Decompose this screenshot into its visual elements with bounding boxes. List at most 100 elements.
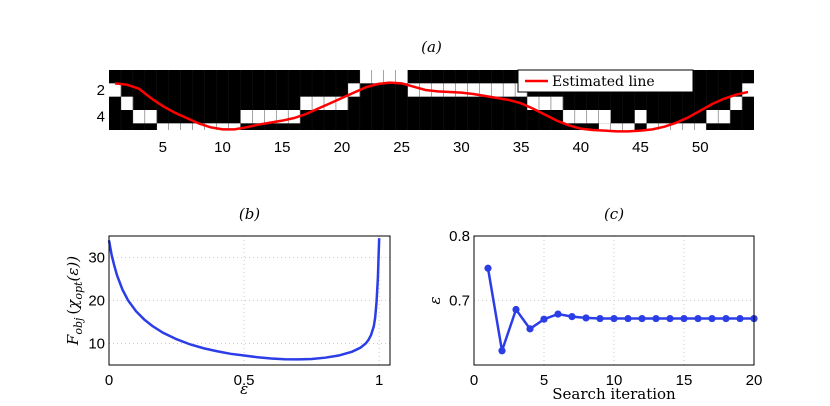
panel-a-y-tick: 2	[97, 82, 105, 99]
white-cell-7	[180, 123, 193, 130]
panel-a-x-tick: 35	[513, 139, 530, 156]
data-point	[610, 314, 618, 323]
data-point	[498, 347, 506, 355]
white-cell-53	[730, 96, 743, 110]
panel-b-x-label: ε	[240, 380, 248, 398]
white-cell-24	[383, 70, 396, 84]
white-cell-6	[168, 123, 181, 130]
panel-c-series-line	[486, 268, 754, 352]
white-cell-46	[646, 123, 659, 130]
data-point	[554, 310, 562, 318]
legend-box	[517, 69, 694, 93]
panel-b-y-ticks: 10 20 30	[88, 250, 105, 353]
panel-c-y-tick: 0.8	[449, 228, 470, 245]
panel-a: (a) 5 10 15 20 25 30 35 40 45 50 24 Estimated lin…	[97, 38, 755, 156]
panel-b-y-label: Fobj (χopt(ε))	[64, 256, 85, 346]
panel-b-y-tick: 30	[88, 250, 105, 267]
panel-c-y-tick: 0.7	[449, 293, 470, 310]
panel-a-title: (a)	[421, 38, 442, 56]
legend-label-estimated-line: Estimated line	[552, 74, 655, 90]
white-cell-17	[300, 96, 313, 110]
panel-c-y-ticks: 0.7 0.8	[449, 228, 470, 310]
data-point	[638, 314, 646, 323]
white-cell-4	[144, 110, 158, 124]
white-cell-2	[120, 96, 134, 110]
data-point	[512, 305, 520, 314]
panel-a-y-ticks: 24	[97, 82, 105, 126]
white-cell-28	[431, 83, 444, 97]
data-point	[736, 314, 744, 323]
panel-c-x-tick: 15	[676, 372, 693, 389]
data-point	[526, 325, 534, 333]
panel-a-x-tick: 5	[159, 139, 167, 156]
white-cell-38	[550, 96, 564, 110]
white-cell-11	[228, 123, 241, 130]
white-cell-48	[670, 123, 683, 130]
panel-a-x-tick: 40	[572, 139, 589, 156]
data-point	[582, 314, 590, 322]
white-cell-14	[264, 110, 277, 124]
panel-c-x-label: Search iteration	[552, 385, 676, 403]
white-cell-33	[491, 83, 504, 97]
ylabel-chi: χ	[64, 299, 82, 310]
ylabel-paren: (	[64, 309, 82, 315]
panel-b-x-ticks: 0 0.5 1	[105, 372, 384, 389]
panel-a-x-tick: 10	[214, 139, 231, 156]
panel-a-legend: Estimated line	[517, 69, 694, 93]
panel-c-x-tick: 5	[540, 372, 548, 389]
panel-c-x-tick: 0	[470, 372, 478, 389]
white-cell-51	[706, 110, 719, 124]
estimated-line	[114, 81, 749, 133]
panel-b-x-tick: 0.5	[234, 372, 255, 389]
white-cell-5	[156, 123, 170, 130]
ylabel-opt: opt	[72, 281, 85, 300]
ylabel-arg: (ε))	[64, 256, 82, 282]
panel-a-x-tick: 30	[453, 139, 470, 156]
white-cell-29	[443, 83, 456, 97]
data-point	[694, 314, 702, 323]
panel-c-x-tick: 20	[746, 372, 763, 389]
white-cell-13	[252, 110, 265, 124]
white-cell-43	[610, 123, 623, 130]
panel-a-y-tick: 4	[97, 109, 105, 126]
data-point	[652, 314, 660, 323]
panel-b-frame	[108, 235, 391, 366]
panel-c-x-ticks: 0 5 10 15 20	[470, 372, 763, 389]
panel-b-x-tick: 1	[375, 372, 383, 389]
data-point	[624, 314, 632, 323]
white-cell-42	[598, 123, 611, 130]
panel-c-title: (c)	[604, 205, 624, 223]
ylabel-obj: obj	[72, 317, 85, 335]
data-point	[540, 315, 548, 323]
white-cell-25	[395, 70, 408, 84]
white-cell-8	[192, 123, 205, 130]
panel-c-x-tick: 10	[606, 372, 623, 389]
panel-a-x-ticks: 5 10 15 20 25 30 35 40 45 50	[159, 139, 709, 156]
panel-a-grid	[120, 70, 743, 130]
white-cell-23	[371, 70, 385, 84]
white-cell-10	[216, 123, 229, 130]
white-cell-30	[455, 83, 468, 97]
white-cell-54	[742, 83, 755, 97]
white-cell-49	[682, 123, 695, 130]
white-cell-12	[240, 110, 253, 124]
data-point	[596, 314, 604, 323]
panel-c-grid	[473, 235, 755, 365]
panel-c-points	[484, 264, 758, 355]
panel-c-frame	[473, 235, 755, 366]
panel-a-x-tick: 50	[692, 139, 709, 156]
white-cell-52	[718, 110, 731, 124]
panel-a-x-tick: 45	[632, 139, 649, 156]
panel-a-x-tick: 20	[334, 139, 351, 156]
panel-b-title: (b)	[239, 205, 260, 223]
white-cell-37	[539, 96, 552, 110]
panel-c-y-label: ε	[426, 296, 444, 304]
panel-b-y-tick: 20	[88, 293, 105, 310]
data-point	[666, 314, 674, 323]
white-cell-39	[562, 110, 576, 124]
panel-a-x-tick: 25	[393, 139, 410, 156]
data-point	[568, 313, 576, 321]
white-cell-50	[694, 123, 707, 130]
